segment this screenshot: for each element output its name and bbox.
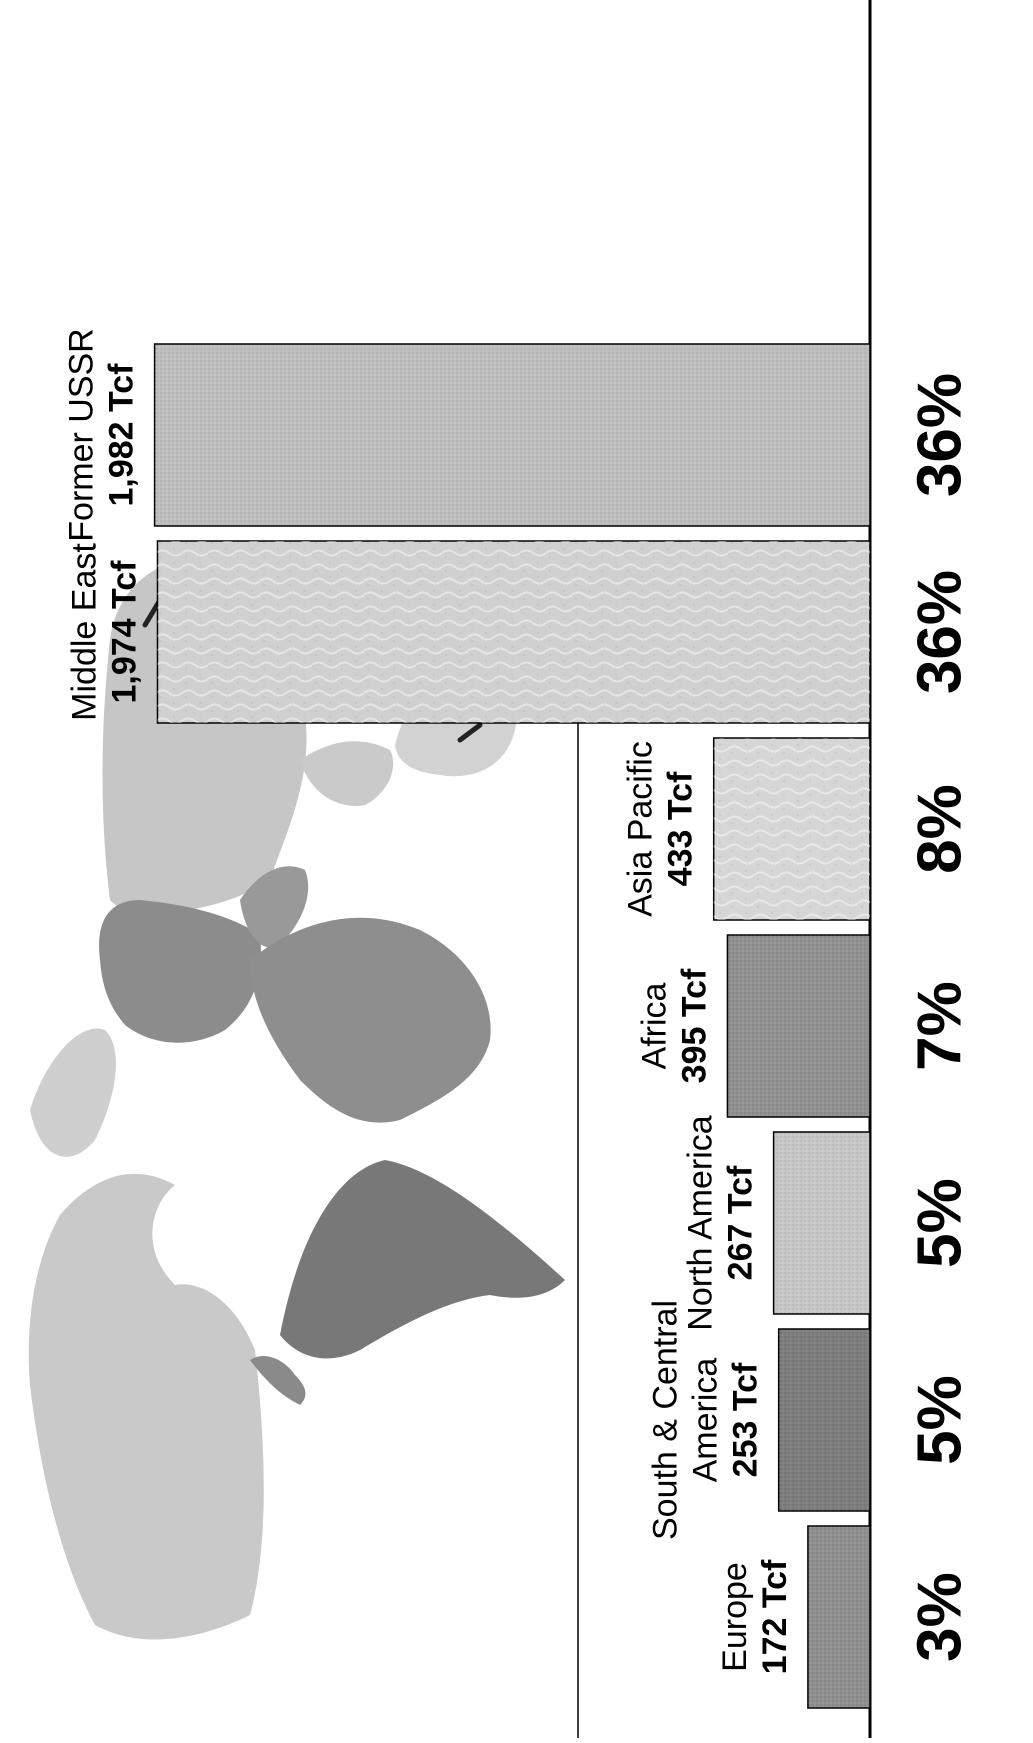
category-label-africa: Africa (635, 982, 673, 1069)
map-southeast-asia (300, 741, 394, 806)
bar-north-america-texture (773, 1132, 870, 1314)
share-label-asia-pacific: 8% (905, 784, 974, 874)
share-label-europe: 3% (905, 1572, 974, 1662)
map-greenland (30, 1028, 116, 1157)
labels-group: Europe 172 Tcf South & Central America 253 T… (63, 328, 794, 1674)
bar-north-america (772, 1131, 871, 1315)
share-label-north-america: 5% (905, 1178, 974, 1268)
category-label-south-and-central-america: America (687, 1358, 725, 1483)
value-label-former-ussr: 1,982 Tcf (103, 363, 141, 507)
map-middle-east (240, 866, 309, 948)
shares-group: 3% 5% 5% 7% 8% 36% 36% (905, 373, 974, 1662)
value-label-asia-pacific: 433 Tcf (662, 771, 700, 886)
map-north-america (28, 1173, 264, 1640)
map-central-america (250, 1355, 306, 1405)
bar-former-ussr-texture (154, 344, 870, 526)
map-south-america (280, 1160, 565, 1359)
map-africa (250, 917, 491, 1123)
category-label-middle-east: Middle East (65, 543, 103, 721)
share-label-former-ussr: 36% (905, 373, 974, 497)
bar-europe-texture (807, 1526, 870, 1708)
bar-europe (807, 1525, 871, 1709)
bar-former-ussr (153, 343, 871, 527)
bar-south-and-central-america (777, 1328, 871, 1512)
value-label-africa: 395 Tcf (675, 968, 713, 1083)
bar-asia-pacific-texture (713, 738, 870, 920)
share-label-africa: 7% (905, 981, 974, 1071)
bar-middle-east-texture (157, 541, 871, 723)
bar-middle-east (156, 540, 871, 724)
category-label-former-ussr: Former USSR (63, 328, 101, 541)
category-label-europe: Europe (716, 1562, 754, 1672)
bar-south-and-central-america-texture (778, 1329, 870, 1511)
value-label-middle-east: 1,974 Tcf (105, 560, 143, 704)
value-label-south-and-central-america: 253 Tcf (727, 1362, 765, 1477)
share-label-south-and-central-america: 5% (905, 1375, 974, 1465)
category-label-north-america: North America (682, 1115, 720, 1330)
value-label-europe: 172 Tcf (756, 1559, 794, 1674)
category-label-south-and-central-america: South & Central (647, 1300, 685, 1540)
bar-africa (726, 934, 871, 1118)
value-label-north-america: 267 Tcf (722, 1165, 760, 1280)
bars-group (153, 343, 871, 1709)
category-label-asia-pacific: Asia Pacific (622, 741, 660, 917)
bar-africa-texture (727, 935, 870, 1117)
bar-asia-pacific (712, 737, 871, 921)
share-label-middle-east: 36% (905, 570, 974, 694)
map-europe (99, 900, 261, 1043)
